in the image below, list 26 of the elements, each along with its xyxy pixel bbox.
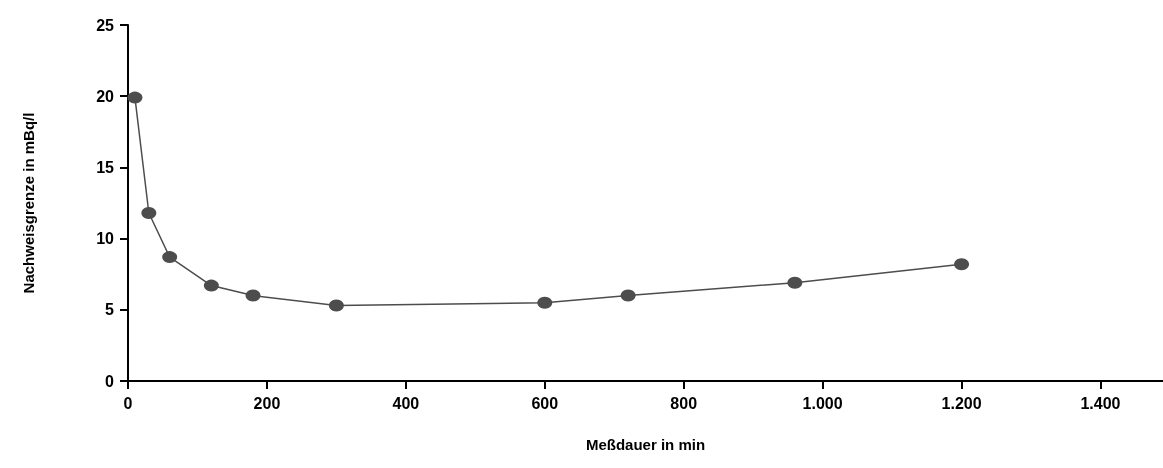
point — [328, 299, 344, 312]
y-tick-label: 15 — [96, 158, 115, 176]
y-tick-label: 0 — [105, 372, 115, 390]
x-tick-label: 800 — [670, 394, 698, 412]
point — [162, 251, 178, 264]
point — [787, 276, 803, 289]
x-tick-label: 1.400 — [1080, 394, 1121, 412]
point — [141, 206, 157, 219]
point — [245, 289, 261, 302]
y-tick-label: 25 — [96, 16, 115, 34]
x-tick-label: 1.000 — [802, 394, 843, 412]
x-tick-label: 0 — [123, 394, 133, 412]
y-tick-label: 10 — [96, 230, 115, 248]
y-tick-label: 5 — [105, 301, 115, 319]
point — [537, 296, 553, 309]
point — [127, 91, 143, 104]
x-tick-label: 400 — [392, 394, 420, 412]
x-tick-label: 200 — [253, 394, 281, 412]
x-tick-label: 1.200 — [941, 394, 982, 412]
x-tick-label: 600 — [531, 394, 559, 412]
point — [620, 289, 636, 302]
point — [954, 258, 970, 271]
y-tick-label: 20 — [96, 87, 115, 105]
point — [203, 279, 219, 292]
y-axis-title: Nachweisgrenze in mBq/l — [20, 112, 37, 294]
x-axis-title: Meßdauer in min — [585, 436, 706, 453]
